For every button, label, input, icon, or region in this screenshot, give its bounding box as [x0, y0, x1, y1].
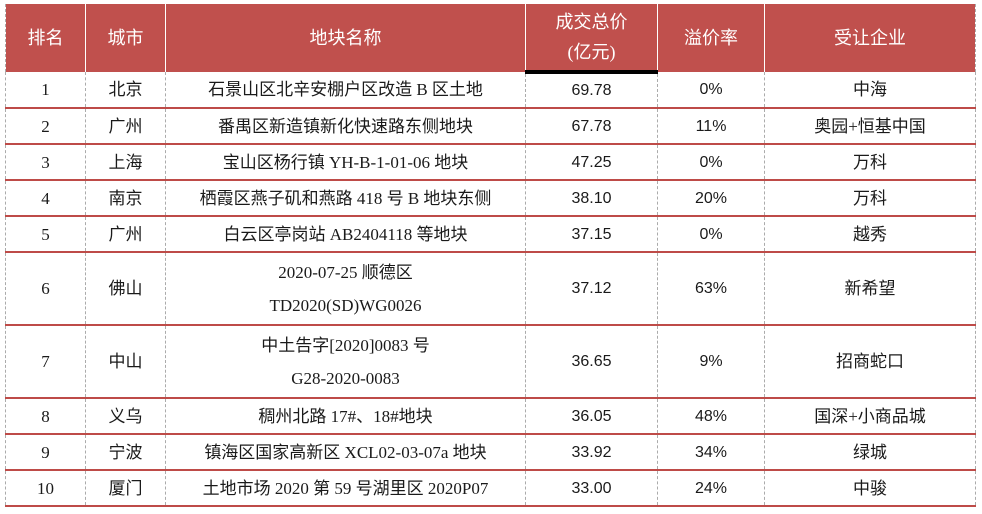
premium-cell: 48% — [657, 398, 765, 434]
land-transactions-table-wrap: 排名 城市 地块名称 成交总价 (亿元) 溢价率 受让企业 1 北京 石景山区北… — [5, 4, 976, 507]
company-cell: 招商蛇口 — [764, 325, 976, 398]
table-row: 3 上海 宝山区杨行镇 YH-B-1-01-06 地块 47.25 0% 万科 — [5, 144, 976, 180]
rank-cell: 4 — [5, 180, 86, 216]
table-row: 1 北京 石景山区北辛安棚户区改造 B 区土地 69.78 0% 中海 — [5, 72, 976, 108]
parcel-name-cell: 土地市场 2020 第 59 号湖里区 2020P07 — [165, 470, 526, 506]
table-row: 8 义乌 稠州北路 17#、18#地块 36.05 48% 国深+小商品城 — [5, 398, 976, 434]
premium-cell: 34% — [657, 434, 765, 470]
price-cell: 37.12 — [525, 252, 658, 325]
rank-cell: 5 — [5, 216, 86, 252]
table-row: 5 广州 白云区亭岗站 AB2404118 等地块 37.15 0% 越秀 — [5, 216, 976, 252]
parcel-name-cell: 2020-07-25 顺德区 TD2020(SD)WG0026 — [165, 252, 526, 325]
price-cell: 69.78 — [525, 72, 658, 108]
company-cell: 新希望 — [764, 252, 976, 325]
parcel-name-cell: 番禺区新造镇新化快速路东侧地块 — [165, 108, 526, 144]
price-cell: 38.10 — [525, 180, 658, 216]
parcel-name-cell: 栖霞区燕子矶和燕路 418 号 B 地块东侧 — [165, 180, 526, 216]
table-row: 7 中山 中土告字[2020]0083 号 G28-2020-0083 36.6… — [5, 325, 976, 398]
header-row: 排名 城市 地块名称 成交总价 (亿元) 溢价率 受让企业 — [5, 4, 976, 74]
price-cell: 47.25 — [525, 144, 658, 180]
price-cell: 37.15 — [525, 216, 658, 252]
city-cell: 北京 — [85, 72, 166, 108]
premium-cell: 63% — [657, 252, 765, 325]
rank-cell: 2 — [5, 108, 86, 144]
city-cell: 厦门 — [85, 470, 166, 506]
premium-cell: 0% — [657, 72, 765, 108]
rank-cell: 9 — [5, 434, 86, 470]
city-cell: 中山 — [85, 325, 166, 398]
city-cell: 广州 — [85, 108, 166, 144]
parcel-name-cell: 镇海区国家高新区 XCL02-03-07a 地块 — [165, 434, 526, 470]
table-body: 1 北京 石景山区北辛安棚户区改造 B 区土地 69.78 0% 中海 2 广州… — [5, 72, 976, 506]
company-cell: 绿城 — [764, 434, 976, 470]
city-cell: 上海 — [85, 144, 166, 180]
parcel-name-cell: 中土告字[2020]0083 号 G28-2020-0083 — [165, 325, 526, 398]
city-cell: 义乌 — [85, 398, 166, 434]
table-row: 10 厦门 土地市场 2020 第 59 号湖里区 2020P07 33.00 … — [5, 470, 976, 506]
city-cell: 广州 — [85, 216, 166, 252]
land-transactions-table: 排名 城市 地块名称 成交总价 (亿元) 溢价率 受让企业 1 北京 石景山区北… — [5, 4, 976, 507]
company-cell: 越秀 — [764, 216, 976, 252]
table-row: 6 佛山 2020-07-25 顺德区 TD2020(SD)WG0026 37.… — [5, 252, 976, 325]
company-cell: 中骏 — [764, 470, 976, 506]
price-cell: 36.05 — [525, 398, 658, 434]
company-cell: 中海 — [764, 72, 976, 108]
parcel-name-cell: 石景山区北辛安棚户区改造 B 区土地 — [165, 72, 526, 108]
company-cell: 国深+小商品城 — [764, 398, 976, 434]
city-cell: 佛山 — [85, 252, 166, 325]
premium-cell: 20% — [657, 180, 765, 216]
column-header-company: 受让企业 — [764, 4, 976, 72]
premium-cell: 9% — [657, 325, 765, 398]
company-cell: 万科 — [764, 180, 976, 216]
premium-cell: 0% — [657, 144, 765, 180]
rank-cell: 3 — [5, 144, 86, 180]
premium-cell: 0% — [657, 216, 765, 252]
rank-cell: 1 — [5, 72, 86, 108]
price-cell: 36.65 — [525, 325, 658, 398]
premium-cell: 24% — [657, 470, 765, 506]
column-header-premium-rate: 溢价率 — [657, 4, 765, 72]
column-header-total-price: 成交总价 (亿元) — [525, 4, 658, 74]
premium-cell: 11% — [657, 108, 765, 144]
parcel-name-cell: 白云区亭岗站 AB2404118 等地块 — [165, 216, 526, 252]
city-cell: 宁波 — [85, 434, 166, 470]
company-cell: 奥园+恒基中国 — [764, 108, 976, 144]
table-row: 2 广州 番禺区新造镇新化快速路东侧地块 67.78 11% 奥园+恒基中国 — [5, 108, 976, 144]
rank-cell: 8 — [5, 398, 86, 434]
table-row: 9 宁波 镇海区国家高新区 XCL02-03-07a 地块 33.92 34% … — [5, 434, 976, 470]
table-row: 4 南京 栖霞区燕子矶和燕路 418 号 B 地块东侧 38.10 20% 万科 — [5, 180, 976, 216]
rank-cell: 10 — [5, 470, 86, 506]
company-cell: 万科 — [764, 144, 976, 180]
parcel-name-cell: 稠州北路 17#、18#地块 — [165, 398, 526, 434]
price-cell: 33.92 — [525, 434, 658, 470]
column-header-city: 城市 — [85, 4, 166, 72]
rank-cell: 7 — [5, 325, 86, 398]
column-header-rank: 排名 — [5, 4, 86, 72]
parcel-name-cell: 宝山区杨行镇 YH-B-1-01-06 地块 — [165, 144, 526, 180]
price-cell: 67.78 — [525, 108, 658, 144]
column-header-parcel-name: 地块名称 — [165, 4, 526, 72]
city-cell: 南京 — [85, 180, 166, 216]
rank-cell: 6 — [5, 252, 86, 325]
price-cell: 33.00 — [525, 470, 658, 506]
